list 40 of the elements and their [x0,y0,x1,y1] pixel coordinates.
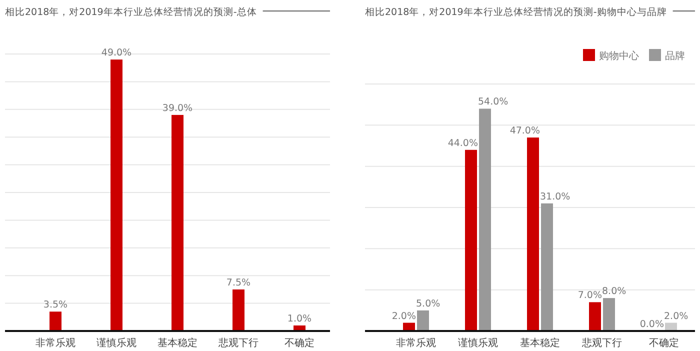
data-label: 3.5% [43,300,68,311]
bar [50,312,62,331]
bar [479,108,491,331]
x-tick-label: 基本稳定 [158,337,198,349]
x-tick-label: 非常乐观 [36,337,76,349]
data-label: 2.0% [664,310,688,322]
bar [527,138,539,331]
x-tick-label: 不确定 [649,337,679,349]
data-label: 7.5% [226,277,251,288]
legend-label: 购物中心 [599,50,639,62]
bar [465,150,477,331]
bar [172,114,184,331]
chart-title: 相比2018年，对2019年本行业总体经营情况的预测-购物中心与品牌 [365,6,667,18]
data-label: 47.0% [510,126,540,137]
bar [232,289,244,331]
x-tick-label: 悲观下行 [581,337,622,349]
data-label: 31.0% [540,191,570,202]
legend-label: 品牌 [665,50,685,62]
x-tick-label: 非常乐观 [396,337,436,349]
x-tick-label: 基本稳定 [520,337,560,349]
data-label: 0.0% [640,319,664,330]
data-label: 49.0% [101,48,132,59]
data-label: 8.0% [602,286,626,298]
x-tick-label: 谨慎乐观 [96,337,136,349]
bar [110,60,122,331]
x-tick-label: 谨慎乐观 [458,337,498,349]
data-label: 39.0% [162,102,193,114]
bar [417,310,429,331]
data-label: 5.0% [416,298,440,310]
x-tick-label: 悲观下行 [218,337,258,349]
chart-title: 相比2018年，对2019年本行业总体经营情况的预测-总体 [5,6,257,18]
data-label: 44.0% [448,138,478,149]
bar [541,203,553,331]
data-label: 54.0% [478,96,508,108]
bar [589,302,601,331]
data-label: 1.0% [287,313,312,324]
data-label: 7.0% [578,290,602,302]
x-tick-label: 不确定 [284,337,314,349]
data-label: 2.0% [392,310,416,322]
bar [603,298,615,331]
